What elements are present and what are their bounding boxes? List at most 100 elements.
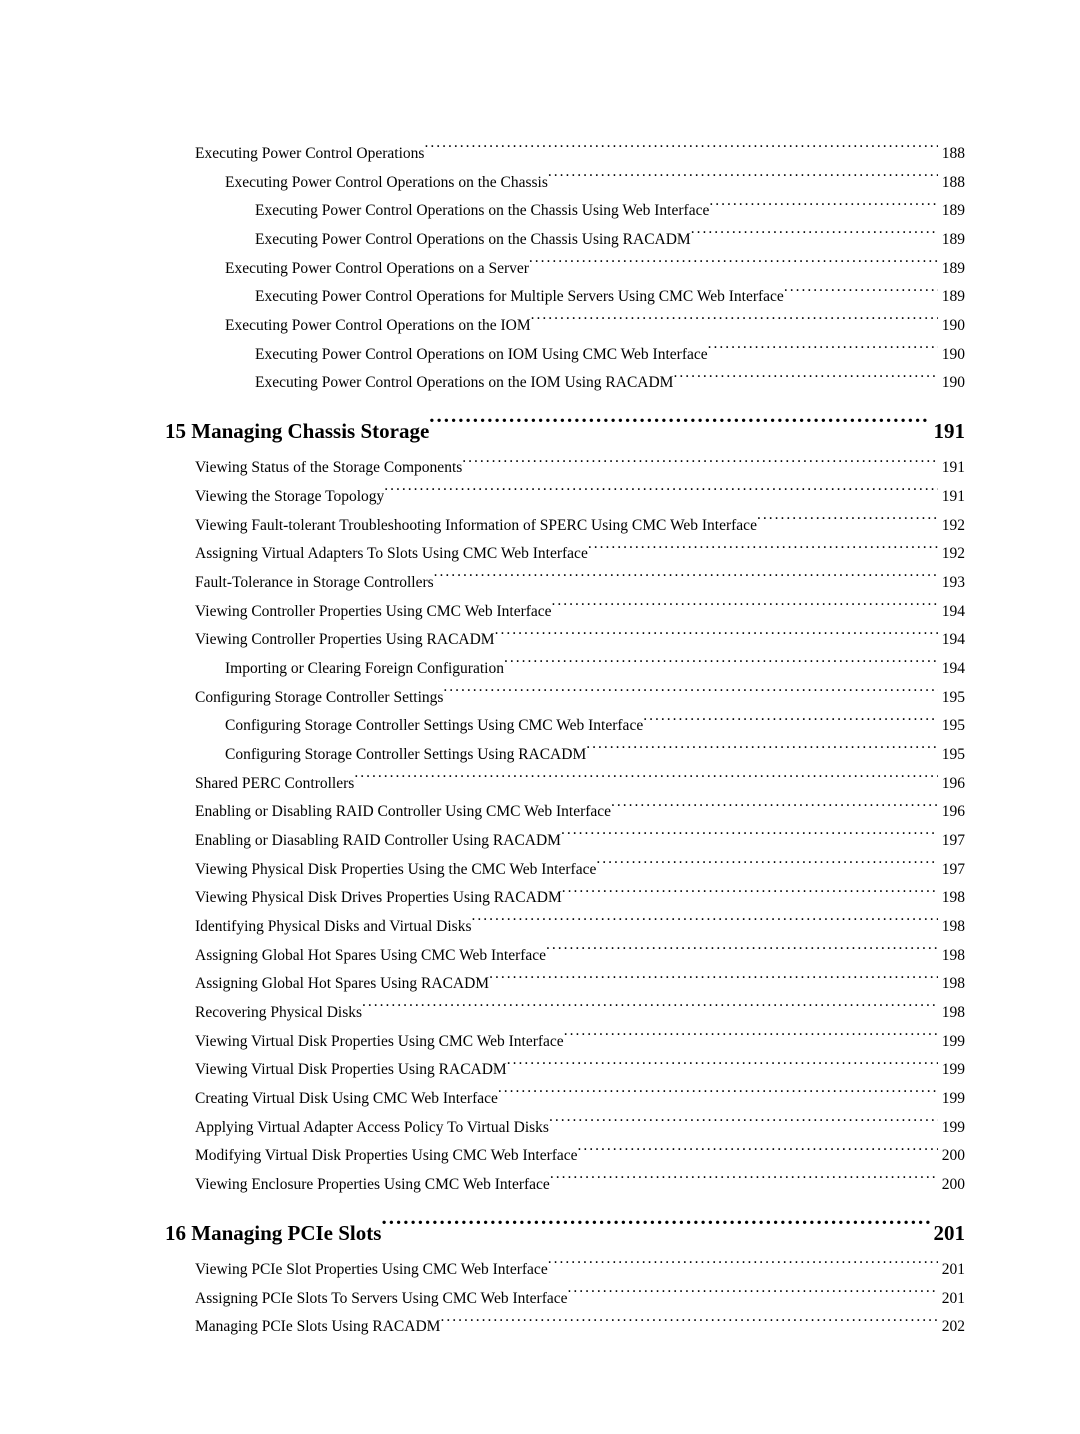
toc-entry: Shared PERC Controllers 196: [165, 770, 965, 799]
toc-entry-text: Executing Power Control Operations on th…: [255, 197, 709, 226]
dot-leader: [362, 1002, 938, 1018]
toc-entry: 15 Managing Chassis Storage191: [165, 408, 965, 454]
toc-entry-text: Enabling or Disabling RAID Controller Us…: [195, 798, 611, 827]
dot-leader: [596, 858, 937, 874]
toc-entry-page: 197: [938, 827, 965, 856]
dot-leader: [434, 571, 938, 587]
toc-entry-text: Shared PERC Controllers: [195, 770, 354, 799]
toc-entry-page: 194: [938, 598, 965, 627]
toc-entry-page: 191: [938, 454, 965, 483]
dot-leader: [384, 485, 937, 501]
dot-leader: [586, 743, 938, 759]
toc-entry-text: Assigning Global Hot Spares Using CMC We…: [195, 942, 546, 971]
toc-entry-page: 189: [938, 283, 965, 312]
toc-entry-text: Enabling or Diasabling RAID Controller U…: [195, 827, 561, 856]
toc-entry-text: Executing Power Control Operations on a …: [225, 255, 529, 284]
toc-entry-text: Fault-Tolerance in Storage Controllers: [195, 569, 434, 598]
toc-entry: Fault-Tolerance in Storage Controllers19…: [165, 569, 965, 598]
toc-entry-page: 196: [938, 770, 965, 799]
toc-entry: Executing Power Control Operations 188: [165, 140, 965, 169]
toc-entry-text: Viewing Controller Properties Using RACA…: [195, 626, 495, 655]
dot-leader: [546, 944, 938, 960]
dot-leader: [643, 715, 938, 731]
toc-entry-text: Assigning Virtual Adapters To Slots Usin…: [195, 540, 588, 569]
dot-leader: [562, 887, 938, 903]
toc-entry: Viewing Status of the Storage Components…: [165, 454, 965, 483]
dot-leader: [588, 543, 938, 559]
toc-entry-page: 198: [938, 942, 965, 971]
dot-leader: [578, 1145, 938, 1161]
toc-entry-page: 201: [938, 1285, 965, 1314]
toc-entry: Enabling or Disabling RAID Controller Us…: [165, 798, 965, 827]
toc-entry-text: Configuring Storage Controller Settings …: [225, 712, 643, 741]
toc-entry: Viewing Physical Disk Properties Using t…: [165, 856, 965, 885]
dot-leader: [504, 657, 938, 673]
dot-leader: [429, 417, 929, 438]
dot-leader: [495, 629, 938, 645]
toc-entry-page: 202: [938, 1313, 965, 1342]
toc-entry-page: 192: [938, 512, 965, 541]
toc-entry-page: 195: [938, 684, 965, 713]
dot-leader: [548, 1258, 938, 1274]
dot-leader: [691, 229, 938, 245]
toc-entry-page: 200: [938, 1142, 965, 1171]
dot-leader: [552, 600, 938, 616]
toc-entry-page: 199: [938, 1085, 965, 1114]
toc-entry-text: Executing Power Control Operations on th…: [255, 226, 691, 255]
dot-leader: [784, 286, 938, 302]
toc-entry-text: Viewing Status of the Storage Components: [195, 454, 462, 483]
toc-entry: Executing Power Control Operations on IO…: [165, 341, 965, 370]
toc-entry-text: Viewing Fault-tolerant Troubleshooting I…: [195, 512, 757, 541]
toc-entry-text: Viewing Physical Disk Drives Properties …: [195, 884, 562, 913]
toc-entry: Viewing PCIe Slot Properties Using CMC W…: [165, 1256, 965, 1285]
toc-entry-text: Managing PCIe Slots Using RACADM: [195, 1313, 440, 1342]
toc-entry: Viewing Physical Disk Drives Properties …: [165, 884, 965, 913]
dot-leader: [757, 514, 938, 530]
toc-entry: Viewing Fault-tolerant Troubleshooting I…: [165, 512, 965, 541]
toc-entry-text: Viewing Enclosure Properties Using CMC W…: [195, 1171, 550, 1200]
toc-entry: Recovering Physical Disks198: [165, 999, 965, 1028]
toc-entry-page: 189: [938, 226, 965, 255]
dot-leader: [498, 1088, 938, 1104]
dot-leader: [531, 315, 938, 331]
toc-entry: Assigning Global Hot Spares Using CMC We…: [165, 942, 965, 971]
toc-entry: Viewing Controller Properties Using CMC …: [165, 598, 965, 627]
toc-entry-text: Executing Power Control Operations: [195, 140, 424, 169]
dot-leader: [424, 143, 937, 159]
toc-entry-text: Viewing the Storage Topology: [195, 483, 384, 512]
toc-entry: Enabling or Diasabling RAID Controller U…: [165, 827, 965, 856]
toc-entry-text: Executing Power Control Operations on IO…: [255, 341, 708, 370]
toc-entry: Identifying Physical Disks and Virtual D…: [165, 913, 965, 942]
toc-entry-page: 194: [938, 655, 965, 684]
toc-entry: Configuring Storage Controller Settings1…: [165, 684, 965, 713]
toc-entry: Executing Power Control Operations for M…: [165, 283, 965, 312]
toc-entry-text: Viewing Physical Disk Properties Using t…: [195, 856, 596, 885]
dot-leader: [548, 171, 938, 187]
toc-entry: Configuring Storage Controller Settings …: [165, 712, 965, 741]
toc-entry-page: 188: [938, 140, 965, 169]
toc-entry-page: 196: [938, 798, 965, 827]
toc-entry-text: Importing or Clearing Foreign Configurat…: [225, 655, 504, 684]
toc-entry-page: 198: [938, 999, 965, 1028]
dot-leader: [708, 343, 938, 359]
toc-list: Executing Power Control Operations188Exe…: [165, 140, 965, 1342]
toc-entry: Executing Power Control Operations on th…: [165, 369, 965, 398]
toc-entry-page: 195: [938, 741, 965, 770]
toc-entry: Assigning PCIe Slots To Servers Using CM…: [165, 1285, 965, 1314]
toc-entry-page: 190: [938, 341, 965, 370]
toc-entry: Importing or Clearing Foreign Configurat…: [165, 655, 965, 684]
dot-leader: [471, 915, 937, 931]
toc-entry-text: Configuring Storage Controller Settings …: [225, 741, 586, 770]
toc-entry-page: 198: [938, 970, 965, 999]
toc-entry-page: 189: [938, 255, 965, 284]
toc-entry: Viewing Controller Properties Using RACA…: [165, 626, 965, 655]
dot-leader: [381, 1219, 929, 1240]
dot-leader: [354, 772, 937, 788]
dot-leader: [564, 1030, 938, 1046]
dot-leader: [507, 1059, 938, 1075]
toc-entry: Creating Virtual Disk Using CMC Web Inte…: [165, 1085, 965, 1114]
toc-entry-text: Modifying Virtual Disk Properties Using …: [195, 1142, 578, 1171]
toc-entry: Executing Power Control Operations on th…: [165, 312, 965, 341]
toc-entry: Applying Virtual Adapter Access Policy T…: [165, 1114, 965, 1143]
dot-leader: [568, 1287, 938, 1303]
